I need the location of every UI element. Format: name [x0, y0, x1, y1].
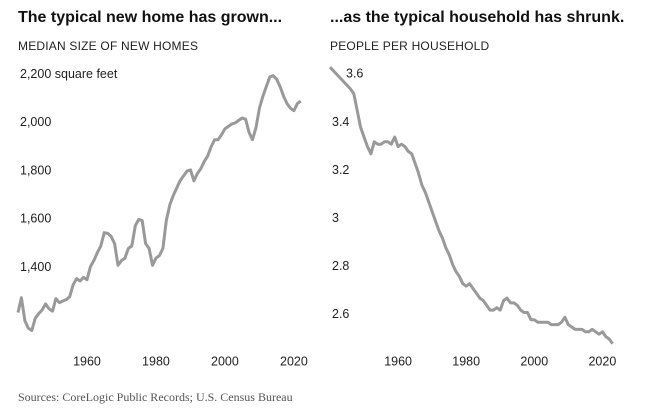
y-tick-label: 3.2 [332, 163, 349, 177]
y-tick-label: 3 [332, 211, 339, 225]
data-line [328, 66, 614, 345]
y-tick-label: 1,400 [20, 260, 51, 274]
y-tick-label: 3.6 [346, 67, 363, 81]
chart-subtitle: MEDIAN SIZE OF NEW HOMES [18, 39, 198, 53]
y-tick-label: 2.8 [332, 259, 349, 273]
y-tick-label: 3.4 [332, 115, 349, 129]
y-tick-label: 2,200 square feet [20, 67, 118, 81]
y-tick-label: 1,800 [20, 163, 51, 177]
chart-title: ...as the typical household has shrunk. [330, 9, 624, 26]
y-tick-label: 2,000 [20, 115, 51, 129]
y-tick-label: 1,600 [20, 212, 51, 226]
x-tick-label: 1960 [73, 354, 101, 368]
x-tick-label: 1980 [452, 354, 480, 368]
x-tick-label: 2000 [520, 354, 548, 368]
x-tick-label: 2000 [211, 354, 239, 368]
x-tick-label: 2020 [588, 354, 616, 368]
chart-title: The typical new home has grown... [18, 9, 282, 26]
x-tick-label: 1980 [142, 354, 170, 368]
x-tick-label: 1960 [384, 354, 412, 368]
x-tick-label: 2020 [280, 354, 308, 368]
source-note: Sources: CoreLogic Public Records; U.S. … [18, 390, 293, 404]
y-tick-label: 2.6 [332, 307, 349, 321]
chart-subtitle: PEOPLE PER HOUSEHOLD [330, 39, 490, 53]
data-line [16, 74, 302, 332]
